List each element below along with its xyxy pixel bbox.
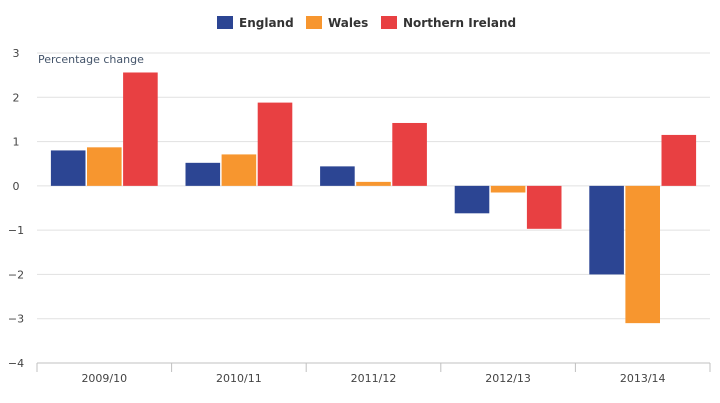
- bar-northern-ireland-2013-14: [661, 134, 697, 186]
- bar-northern-ireland-2009-10: [123, 72, 158, 186]
- bar-wales-2013-14: [625, 185, 660, 324]
- legend-swatch-northern-ireland: [381, 16, 397, 29]
- bar-england-2010-11: [185, 162, 221, 186]
- bar-northern-ireland-2010-11: [257, 102, 293, 186]
- bar-northern-ireland-2012-13: [526, 185, 562, 229]
- bar-wales-2012-13: [490, 185, 526, 193]
- bar-england-2011-12: [320, 166, 355, 186]
- y-tick-label: 2: [13, 91, 20, 104]
- bars: [50, 72, 697, 324]
- bar-england-2013-14: [589, 185, 624, 275]
- bar-wales-2011-12: [356, 181, 391, 186]
- bar-wales-2009-10: [87, 147, 122, 186]
- x-tick-label-2010-11: 2010/11: [216, 372, 262, 385]
- x-tick-label-2013-14: 2013/14: [620, 372, 666, 385]
- legend-swatch-wales: [306, 16, 322, 29]
- y-tick-label: −3: [8, 313, 24, 326]
- legend: England Wales Northern Ireland: [217, 16, 516, 30]
- bar-wales-2010-11: [221, 154, 257, 186]
- y-axis-ticks: 3 2 1 0 −1 −2 −3 −4: [8, 47, 24, 370]
- y-tick-label: −1: [8, 224, 24, 237]
- x-tick-label-2012-13: 2012/13: [485, 372, 531, 385]
- x-tick-label-2009-10: 2009/10: [81, 372, 127, 385]
- legend-label-wales: Wales: [328, 16, 368, 30]
- bar-england-2009-10: [50, 150, 86, 186]
- y-tick-label: 1: [13, 136, 20, 149]
- legend-label-northern-ireland: Northern Ireland: [403, 16, 516, 30]
- y-tick-label: −4: [8, 357, 24, 370]
- y-tick-label: 0: [13, 180, 20, 193]
- legend-swatch-england: [217, 16, 233, 29]
- legend-label-england: England: [239, 16, 294, 30]
- bar-england-2012-13: [454, 185, 490, 214]
- y-tick-label: −2: [8, 268, 24, 281]
- bar-northern-ireland-2011-12: [392, 122, 427, 186]
- x-axis: 2009/10 2010/11 2011/12 2012/13 2013/14: [36, 363, 711, 385]
- x-tick-label-2011-12: 2011/12: [351, 372, 397, 385]
- y-tick-label: 3: [13, 47, 20, 60]
- y-axis-label: Percentage change: [38, 53, 144, 66]
